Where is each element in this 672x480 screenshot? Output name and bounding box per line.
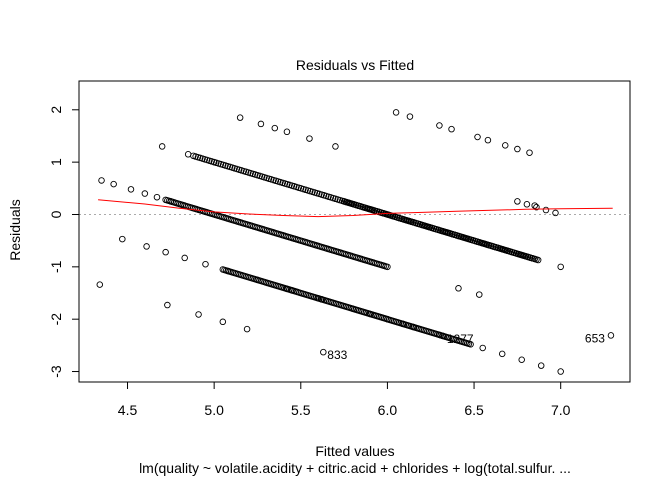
- residual-point: [479, 344, 486, 352]
- residual-point: [455, 285, 462, 292]
- residual-point: [320, 348, 327, 356]
- residual-point: [202, 260, 209, 268]
- residual-point: [158, 143, 166, 150]
- residual-point: [153, 193, 161, 201]
- x-axis: 4.5 5.0 5.5 6.0 6.5 7.0: [118, 381, 571, 418]
- residual-point: [448, 125, 455, 133]
- outlier-label: 1277: [447, 332, 474, 346]
- x-tick-label: 6.0: [378, 402, 398, 418]
- residual-points: [96, 109, 615, 375]
- residual-point: [271, 124, 279, 132]
- residual-point: [557, 368, 564, 375]
- outlier-label: 833: [327, 348, 347, 362]
- residual-point: [98, 177, 105, 184]
- residual-point: [474, 133, 481, 141]
- residual-point: [110, 180, 117, 188]
- residual-point: [184, 151, 192, 158]
- residual-point: [257, 120, 265, 128]
- residual-point: [523, 201, 531, 208]
- residual-point: [349, 305, 357, 312]
- residual-point: [243, 325, 251, 333]
- residual-point: [283, 128, 291, 136]
- residual-point: [306, 135, 313, 142]
- x-tick-label: 7.0: [551, 402, 571, 418]
- residual-point: [399, 320, 407, 328]
- outlier-label: 653: [585, 331, 605, 345]
- x-tick-label: 5.0: [204, 402, 224, 418]
- chart-title: Residuals vs Fitted: [296, 57, 414, 73]
- residual-point: [210, 158, 218, 166]
- residual-point: [162, 248, 169, 256]
- residual-point: [514, 145, 521, 153]
- residual-point: [318, 296, 325, 303]
- residual-point: [410, 323, 417, 331]
- residual-point: [526, 149, 533, 156]
- residual-point: [224, 267, 232, 275]
- residual-point: [531, 202, 538, 209]
- residual-point: [96, 281, 104, 288]
- residual-point: [332, 143, 339, 150]
- residual-point: [484, 136, 492, 144]
- residual-point: [119, 235, 126, 243]
- residual-point: [436, 122, 443, 129]
- y-axis: -3 -2 -1 0 1 2: [48, 106, 80, 378]
- residual-point: [467, 341, 474, 348]
- residual-point: [164, 301, 171, 309]
- outlier-labels: 833 1277 653: [327, 331, 605, 362]
- residual-point: [366, 310, 374, 318]
- residual-point: [476, 291, 483, 298]
- residual-point: [219, 318, 227, 326]
- x-axis-label: Fitted values: [315, 443, 394, 459]
- residual-point: [542, 206, 550, 214]
- y-tick-label: 2: [48, 106, 64, 114]
- residual-point: [534, 256, 542, 264]
- residual-point: [501, 142, 509, 149]
- y-tick-label: -3: [48, 365, 64, 378]
- residual-point: [518, 356, 525, 364]
- residual-point: [607, 332, 615, 339]
- residual-point: [254, 276, 261, 284]
- residual-point: [167, 198, 175, 205]
- x-tick-label: 4.5: [118, 402, 138, 418]
- residual-point: [552, 209, 559, 217]
- y-tick-label: 1: [48, 158, 64, 166]
- residual-point: [384, 263, 391, 271]
- residual-point: [236, 114, 244, 121]
- chart-subtitle: lm(quality ~ volatile.acidity + citric.a…: [139, 460, 571, 476]
- residual-point: [283, 285, 291, 293]
- residual-point: [436, 331, 443, 339]
- residual-point: [514, 198, 521, 205]
- residual-point: [537, 362, 545, 369]
- residual-point: [181, 254, 188, 262]
- residual-point: [557, 263, 564, 271]
- residual-point: [498, 350, 506, 358]
- residual-point: [439, 332, 447, 340]
- residual-point: [143, 243, 150, 250]
- x-tick-label: 5.5: [291, 402, 311, 418]
- y-tick-label: 0: [48, 210, 64, 218]
- residual-point: [392, 109, 400, 116]
- residual-point: [384, 315, 391, 323]
- residual-point: [127, 186, 135, 193]
- residual-point: [406, 113, 414, 120]
- y-tick-label: -1: [48, 260, 64, 273]
- lowess-smoother-line: [98, 199, 613, 218]
- residual-point: [314, 294, 322, 302]
- residual-point: [533, 203, 540, 211]
- y-axis-label: Residuals: [7, 199, 23, 260]
- y-tick-label: -2: [48, 313, 64, 326]
- x-tick-label: 6.5: [464, 402, 484, 418]
- residual-point: [195, 311, 202, 318]
- residual-point: [141, 190, 149, 197]
